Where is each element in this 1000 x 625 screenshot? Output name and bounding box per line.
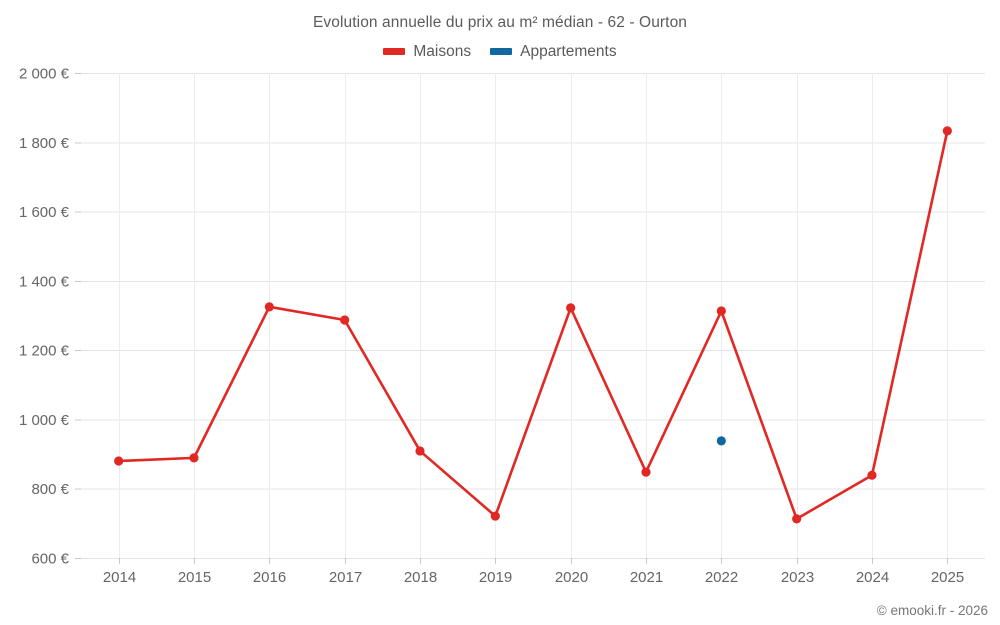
y-axis-tick-label: 1 600 € (19, 204, 70, 221)
y-axis-tick-label: 2 000 € (19, 66, 70, 83)
data-point-maisons[interactable] (490, 511, 500, 521)
data-point-maisons[interactable] (114, 456, 124, 466)
legend-label-maisons: Maisons (413, 43, 472, 60)
x-axis-tick-label: 2016 (253, 569, 286, 586)
data-point-maisons[interactable] (792, 514, 802, 524)
x-axis-tick-label: 2025 (931, 569, 964, 586)
data-point-maisons[interactable] (415, 446, 425, 456)
series-line-maisons (117, 129, 949, 521)
x-axis-tick-label: 2019 (479, 569, 512, 586)
legend-label-appartements: Appartements (520, 43, 617, 60)
y-axis-tick-label: 1 200 € (19, 343, 70, 360)
data-point-appartements[interactable] (716, 436, 726, 446)
x-axis-tick-label: 2020 (555, 569, 588, 586)
x-axis-tick-label: 2018 (404, 569, 437, 586)
legend-item-maisons[interactable]: Maisons (383, 44, 471, 60)
footer-credit: © emooki.fr - 2026 (876, 603, 988, 618)
chart-title: Evolution annuelle du prix au m² médian … (312, 14, 688, 31)
data-point-maisons[interactable] (566, 303, 576, 313)
x-axis-tick-label: 2024 (856, 569, 889, 586)
data-point-maisons[interactable] (716, 306, 726, 316)
data-point-maisons[interactable] (942, 126, 952, 136)
data-point-maisons[interactable] (867, 470, 877, 480)
x-axis-tick-label: 2015 (178, 569, 211, 586)
x-axis-tick-label: 2017 (329, 569, 362, 586)
legend-swatch-appartements (490, 48, 513, 56)
x-axis-tick-label: 2021 (630, 569, 663, 586)
data-point-maisons[interactable] (264, 302, 274, 312)
legend-item-appartements[interactable]: Appartements (490, 44, 617, 60)
y-axis-tick-label: 1 800 € (19, 135, 70, 152)
y-axis-tick-label: 600 € (31, 551, 69, 568)
x-axis-tick-label: 2023 (781, 569, 814, 586)
y-axis-tick-label: 800 € (31, 481, 69, 498)
data-point-maisons[interactable] (340, 315, 350, 325)
x-axis-tick-label: 2014 (103, 569, 136, 586)
y-axis-tick-label: 1 000 € (19, 412, 70, 429)
legend-swatch-maisons (383, 48, 406, 56)
data-point-maisons[interactable] (641, 467, 651, 477)
data-point-maisons[interactable] (189, 453, 199, 463)
x-axis-tick-label: 2022 (705, 569, 738, 586)
y-axis-tick-label: 1 400 € (19, 273, 70, 290)
chart-legend: Maisons Appartements (0, 44, 1000, 60)
